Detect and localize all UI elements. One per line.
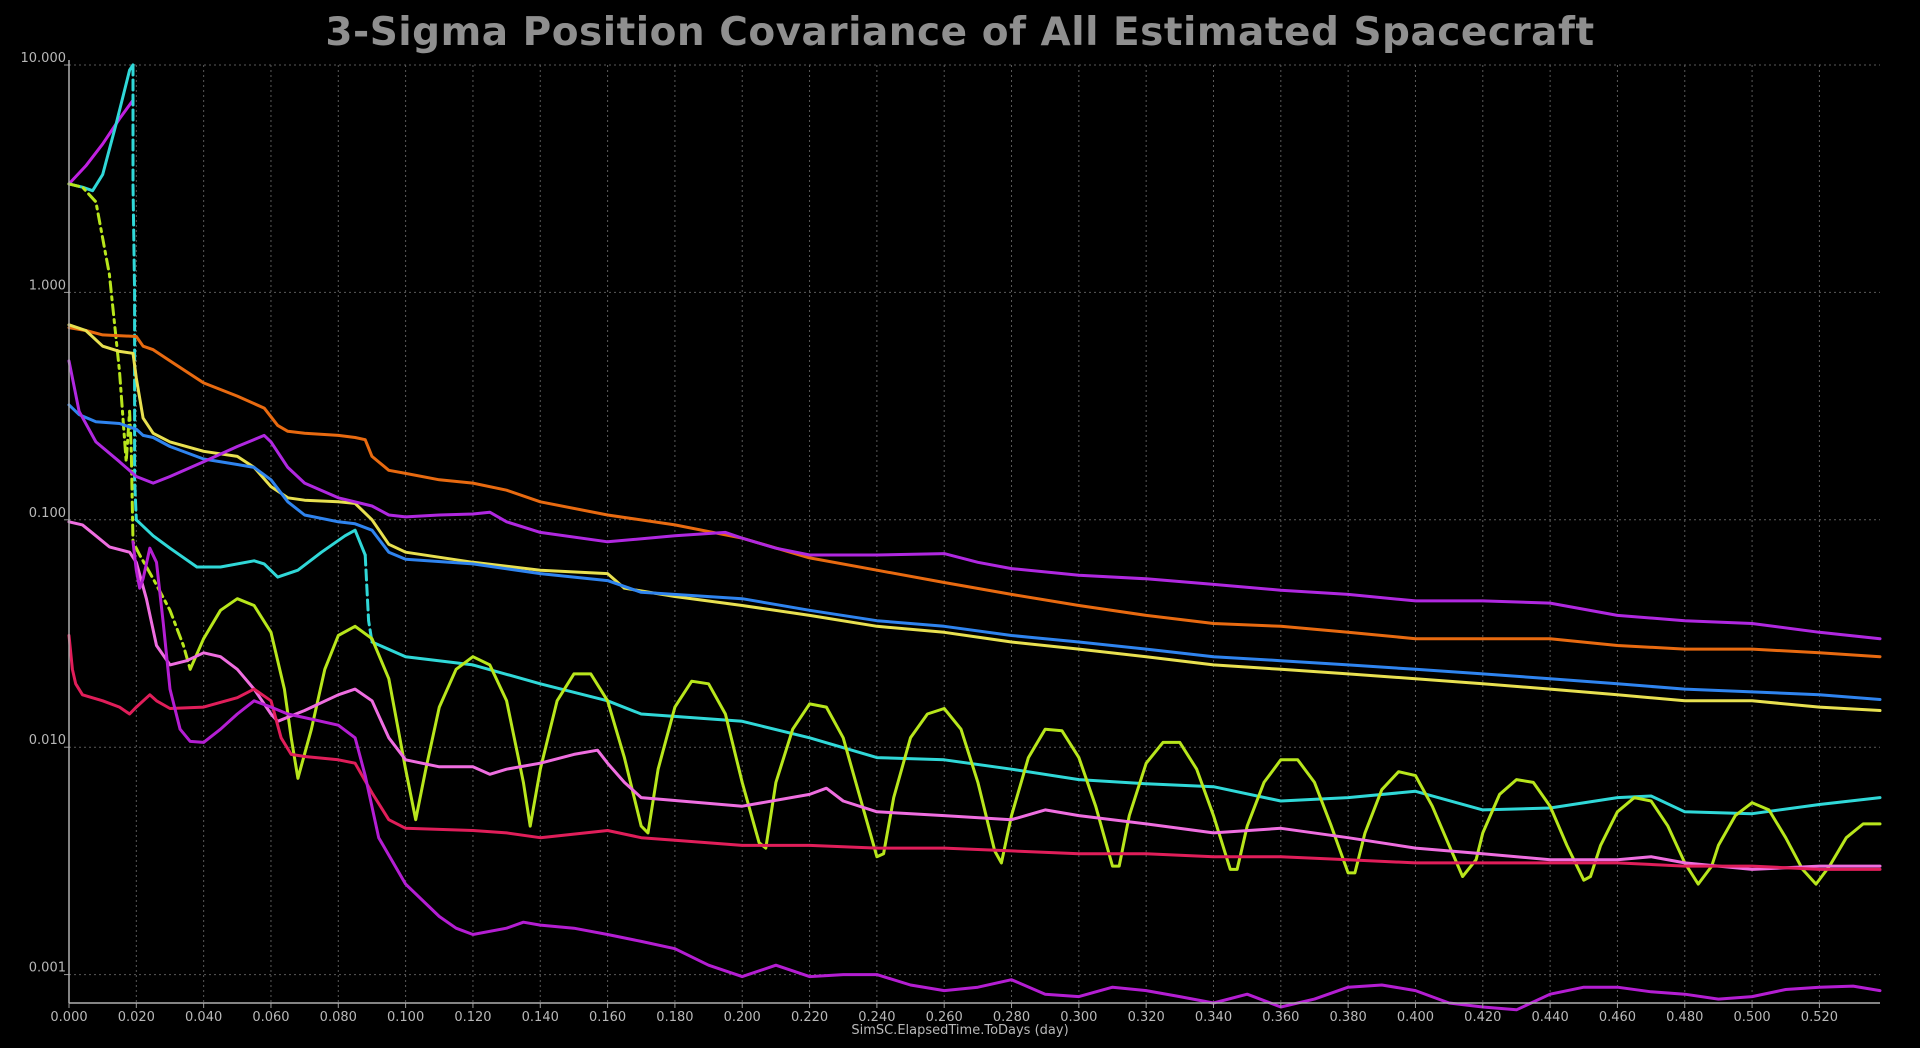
x-tick-label: 0.120 <box>454 1010 491 1025</box>
series-line-8 <box>67 326 1882 659</box>
series-line-5 <box>370 640 1882 816</box>
series-line-2 <box>131 63 138 522</box>
y-tick-label: 1.000 <box>29 278 66 293</box>
x-tick-label: 0.300 <box>1060 1010 1097 1025</box>
series-line-0 <box>67 98 135 186</box>
x-tick-label: 0.060 <box>252 1010 289 1025</box>
x-tick-label: 0.140 <box>522 1010 559 1025</box>
series-line-6 <box>67 182 192 671</box>
x-tick-label: 0.420 <box>1464 1010 1501 1025</box>
y-tick-label: 0.001 <box>29 961 66 976</box>
axes: 0.000 0.020 0.040 0.060 0.080 0.100 0.120 0.140… <box>21 51 1880 1025</box>
x-tick-label: 0.000 <box>50 1010 87 1025</box>
x-tick-label: 0.180 <box>656 1010 693 1025</box>
x-tick-label: 0.100 <box>387 1010 424 1025</box>
x-axis-label: SimSC.ElapsedTime.ToDays (day) <box>851 1023 1068 1038</box>
x-tick-label: 0.080 <box>320 1010 357 1025</box>
chart-title: 3-Sigma Position Covariance of All Estim… <box>325 10 1595 55</box>
x-tick-label: 0.020 <box>118 1010 155 1025</box>
series-line-13 <box>67 634 1882 871</box>
x-tick-label: 0.520 <box>1801 1010 1838 1025</box>
x-tick-label: 0.280 <box>993 1010 1030 1025</box>
x-tick-label: 0.320 <box>1128 1010 1165 1025</box>
x-tick-label: 0.240 <box>858 1010 895 1025</box>
x-tick-label: 0.040 <box>185 1010 222 1025</box>
x-tick-label: 0.340 <box>1195 1010 1232 1025</box>
series-line-7 <box>188 597 1882 886</box>
x-tick-label: 0.360 <box>1262 1010 1299 1025</box>
y-tick-label: 0.010 <box>29 733 66 748</box>
series-line-4 <box>363 553 374 644</box>
series-line-11 <box>67 359 1882 641</box>
series-line-3 <box>134 518 367 579</box>
series-line-14 <box>131 540 1882 1012</box>
x-tick-label: 0.260 <box>926 1010 963 1025</box>
x-tick-label: 0.460 <box>1599 1010 1636 1025</box>
x-tick-label: 0.200 <box>724 1010 761 1025</box>
x-tick-label: 0.500 <box>1733 1010 1770 1025</box>
x-tick-label: 0.400 <box>1397 1010 1434 1025</box>
x-tick-label: 0.160 <box>589 1010 626 1025</box>
x-tick-label: 0.220 <box>791 1010 828 1025</box>
x-tick-label: 0.480 <box>1666 1010 1703 1025</box>
x-tick-label: 0.440 <box>1532 1010 1569 1025</box>
series-line-12 <box>67 520 1882 871</box>
y-tick-label: 10.000 <box>21 51 67 66</box>
series-line-9 <box>67 323 1882 712</box>
y-tick-label: 0.100 <box>29 506 66 521</box>
series-line-10 <box>67 403 1882 701</box>
series-layer <box>67 63 1882 1012</box>
x-tick-label: 0.380 <box>1330 1010 1367 1025</box>
